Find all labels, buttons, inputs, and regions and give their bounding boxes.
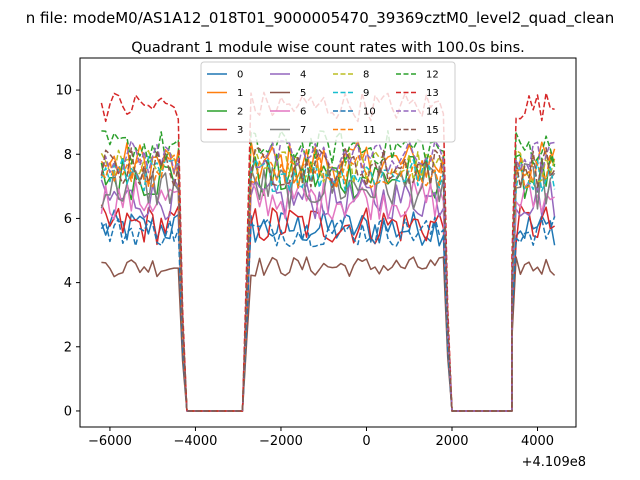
- x-axis: −6000 −4000 −2000 0 2000 4000: [88, 427, 554, 449]
- legend-label-12: 12: [426, 70, 439, 81]
- series-line-14: [100, 139, 555, 412]
- series-line-2: [100, 153, 556, 412]
- series-layer: [100, 91, 556, 412]
- legend-label-9: 9: [363, 88, 369, 99]
- series-line-15: [100, 147, 556, 412]
- x-tick-label: 4000: [521, 434, 554, 449]
- y-tick-label: 10: [55, 84, 72, 99]
- axes-frame: [79, 57, 577, 428]
- series-line-9: [100, 155, 556, 412]
- legend-label-10: 10: [363, 107, 376, 118]
- series-line-3: [100, 203, 555, 412]
- series-line-13: [100, 91, 555, 412]
- x-tick-label: −4000: [173, 434, 217, 449]
- legend-label-13: 13: [426, 88, 439, 99]
- y-tick-label: 4: [64, 276, 72, 291]
- legend-label-11: 11: [363, 125, 376, 136]
- chart-title: Quadrant 1 module wise count rates with …: [131, 40, 525, 56]
- legend-label-0: 0: [237, 70, 243, 81]
- legend-label-1: 1: [237, 88, 243, 99]
- x-offset-label: +4.109e8: [522, 455, 586, 470]
- series-line-1: [100, 140, 556, 412]
- legend-label-7: 7: [300, 125, 306, 136]
- legend-label-5: 5: [300, 88, 306, 99]
- y-tick-label: 6: [64, 212, 72, 227]
- series-line-5: [101, 256, 556, 412]
- legend-label-4: 4: [300, 70, 306, 81]
- y-tick-label: 2: [64, 340, 72, 355]
- series-line-10: [100, 216, 556, 412]
- y-tick-label: 8: [64, 148, 72, 163]
- legend-label-6: 6: [300, 107, 306, 118]
- x-tick-label: 2000: [435, 434, 468, 449]
- x-tick-label: 0: [362, 434, 370, 449]
- series-line-12: [101, 130, 556, 412]
- figure-suptitle: n file: modeM0/AS1A12_018T01_9000005470_…: [26, 9, 615, 28]
- series-line-7: [100, 162, 556, 412]
- legend-label-3: 3: [237, 125, 243, 136]
- y-tick-label: 0: [64, 404, 72, 419]
- y-axis: 0 2 4 6 8 10: [55, 84, 80, 419]
- legend-box: [200, 61, 456, 143]
- legend-label-8: 8: [363, 70, 369, 81]
- series-line-0: [100, 209, 556, 412]
- legend-label-15: 15: [426, 125, 439, 136]
- x-tick-label: −6000: [88, 434, 132, 449]
- legend-label-14: 14: [426, 107, 439, 118]
- x-tick-label: −2000: [259, 434, 303, 449]
- plot-area: [79, 57, 577, 428]
- legend-label-2: 2: [237, 107, 243, 118]
